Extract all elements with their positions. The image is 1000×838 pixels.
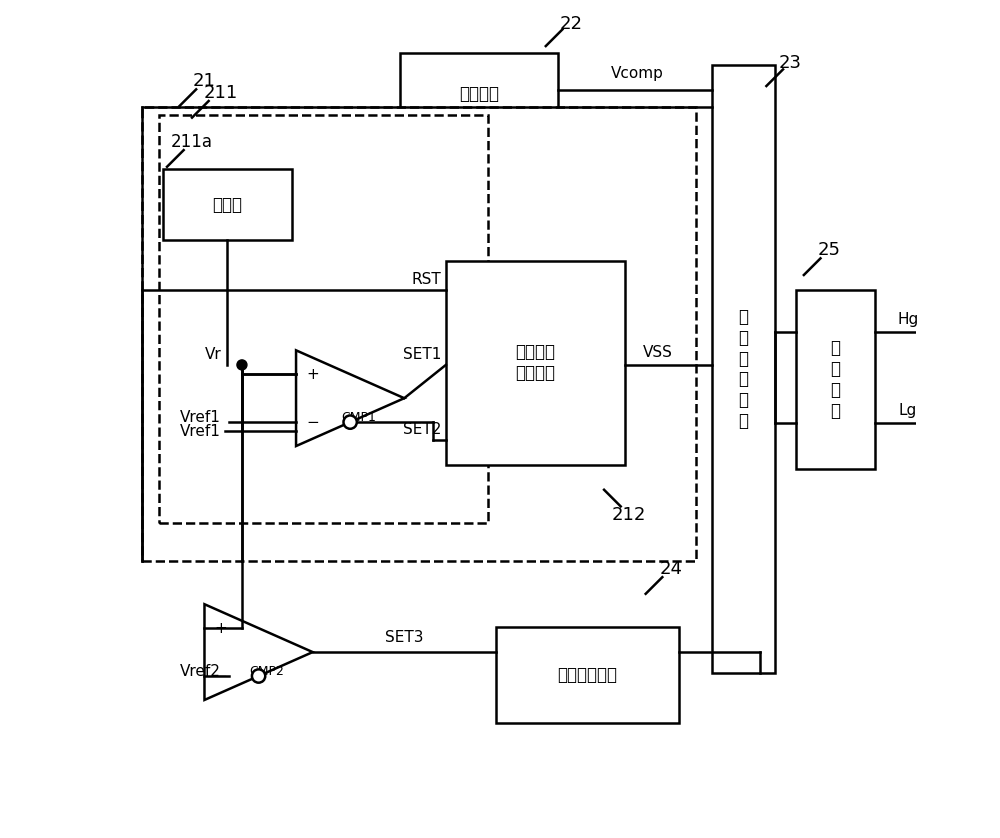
Text: VSS: VSS [643, 345, 673, 360]
Text: 211: 211 [204, 84, 238, 101]
Text: Vref1: Vref1 [180, 424, 221, 439]
Text: Vr: Vr [204, 348, 221, 362]
Text: Hg: Hg [897, 312, 919, 327]
Text: −: − [306, 415, 319, 430]
Polygon shape [204, 604, 313, 700]
Text: 25: 25 [817, 241, 840, 259]
FancyBboxPatch shape [400, 53, 558, 136]
Text: 补偿电路: 补偿电路 [459, 85, 499, 103]
Text: 23: 23 [778, 54, 801, 72]
Text: CMP2: CMP2 [249, 665, 284, 678]
FancyBboxPatch shape [496, 627, 679, 723]
Text: SET2: SET2 [403, 422, 442, 437]
FancyBboxPatch shape [142, 106, 696, 561]
Text: 逻
辑
电
路: 逻 辑 电 路 [830, 339, 840, 420]
FancyBboxPatch shape [712, 65, 775, 673]
Text: 检测器: 检测器 [212, 195, 242, 214]
Text: 21: 21 [193, 72, 216, 90]
Text: 过流保护电路: 过流保护电路 [557, 666, 617, 684]
Text: RST: RST [412, 272, 442, 287]
Text: 斜坡信号
生成电路: 斜坡信号 生成电路 [515, 344, 555, 382]
Text: 环
路
控
制
电
路: 环 路 控 制 电 路 [738, 308, 748, 430]
FancyBboxPatch shape [163, 169, 292, 240]
Text: 22: 22 [559, 15, 582, 34]
FancyBboxPatch shape [159, 115, 488, 523]
Text: CMP1: CMP1 [341, 411, 376, 424]
Circle shape [344, 416, 357, 429]
Text: +: + [306, 367, 319, 382]
FancyBboxPatch shape [796, 290, 875, 469]
Text: Vref2: Vref2 [180, 665, 221, 680]
FancyBboxPatch shape [446, 261, 625, 465]
Polygon shape [296, 350, 404, 446]
Text: 24: 24 [659, 560, 682, 578]
Circle shape [237, 360, 247, 370]
Text: Vref1: Vref1 [180, 411, 221, 426]
Text: 211a: 211a [171, 132, 213, 151]
Text: −: − [215, 669, 228, 684]
Text: Lg: Lg [899, 403, 917, 418]
Text: SET1: SET1 [403, 348, 442, 362]
Text: +: + [215, 621, 228, 636]
Text: 212: 212 [612, 505, 646, 524]
Text: Vcomp: Vcomp [611, 66, 664, 81]
Circle shape [252, 670, 265, 683]
Text: SET3: SET3 [385, 629, 424, 644]
